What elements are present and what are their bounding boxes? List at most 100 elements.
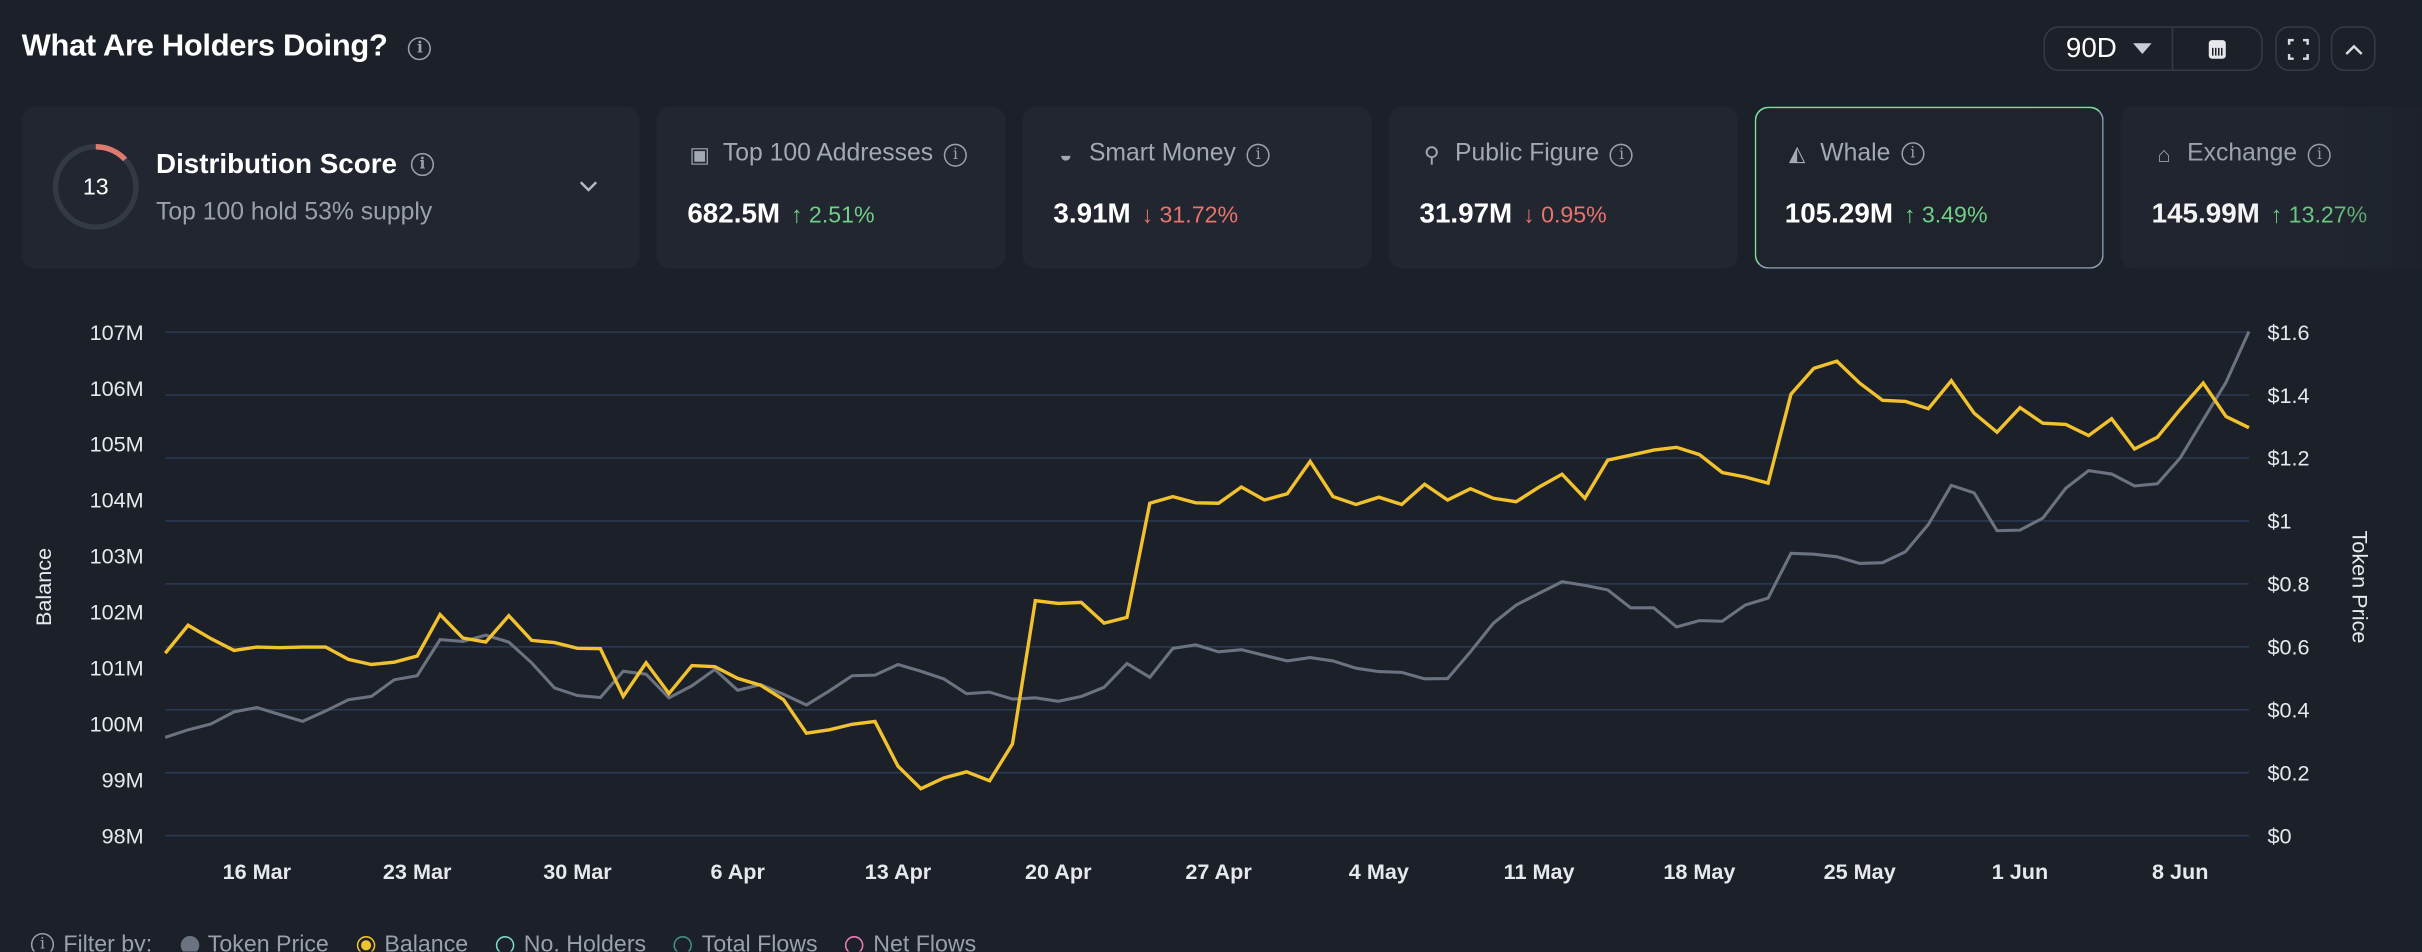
card-label: ⚲ Public Figure i — [1419, 141, 1634, 169]
legend-label: Net Flows — [873, 931, 977, 952]
bank-icon: ⌂ — [2157, 142, 2171, 167]
legend-item-token-price[interactable]: Token Price — [179, 931, 329, 952]
card-label: ⌂ Exchange i — [2152, 140, 2332, 169]
calendar-icon — [2208, 39, 2226, 58]
score-value: 13 — [83, 174, 109, 200]
distribution-score-label: Distribution Score i — [156, 148, 435, 180]
legend-item-net-flows[interactable]: Net Flows — [845, 931, 977, 952]
y-tick-label: 102M — [90, 600, 144, 625]
card-value: 31.97M — [1419, 197, 1513, 229]
range-value: 90D — [2065, 32, 2117, 64]
distribution-subtitle: Top 100 hold 53% supply — [156, 199, 433, 226]
y2-tick-label: $1 — [2267, 509, 2291, 534]
card-label: ▣ Top 100 Addresses i — [687, 141, 968, 169]
card-label-text: Smart Money — [1088, 140, 1236, 167]
card-change: ↑ 2.51% — [791, 202, 875, 228]
legend-dot-icon — [495, 935, 515, 952]
money-icon: ▣ — [689, 141, 710, 167]
x-tick-label: 27 Apr — [1185, 859, 1252, 884]
fullscreen-button[interactable] — [2275, 26, 2320, 72]
card-change: ↑ 3.49% — [1904, 202, 1988, 228]
card-value: 145.99M — [2151, 197, 2260, 229]
calendar-button[interactable] — [2173, 28, 2261, 70]
range-selector[interactable]: 90D — [2043, 26, 2263, 72]
card-change: ↓ 31.72% — [1142, 202, 1239, 228]
y-tick-label: 106M — [90, 376, 144, 401]
card-value: 682.5M — [687, 197, 781, 229]
info-icon[interactable]: i — [1246, 142, 1270, 167]
info-icon[interactable]: i — [408, 37, 432, 61]
public-figure-icon: ⚲ — [1423, 141, 1440, 167]
arrow-down-icon: ↓ — [1523, 202, 1535, 229]
arrow-down-icon: ↓ — [1141, 202, 1154, 229]
card-label: ◒ Smart Money i — [1053, 140, 1270, 169]
metric-card-smart-money[interactable]: ◒ Smart Money i 3.91M ↓ 31.72% — [1022, 106, 1372, 269]
card-value: 3.91M — [1053, 197, 1131, 229]
legend-item-balance[interactable]: Balance — [356, 931, 469, 952]
info-icon[interactable]: i — [30, 932, 55, 952]
arrow-up-icon: ↑ — [2270, 202, 2283, 229]
metric-card-whale[interactable]: ◭ Whale i 105.29M ↑ 3.49% — [1754, 106, 2104, 269]
page-title: What Are Holders Doing? i — [22, 29, 432, 65]
x-tick-label: 8 Jun — [2152, 859, 2208, 884]
x-tick-label: 1 Jun — [1992, 859, 2048, 884]
info-icon[interactable]: i — [943, 142, 968, 167]
y-tick-label: 101M — [90, 656, 144, 681]
card-value-row: 31.97M ↓ 0.95% — [1419, 198, 1606, 230]
card-change: ↓ 0.95% — [1523, 202, 1607, 228]
legend-dot-icon — [179, 935, 199, 952]
y2-tick-label: $1.4 — [2267, 383, 2309, 408]
metric-card-exchange[interactable]: ⌂ Exchange i 145.99M ↑ 13.27% — [2120, 106, 2422, 269]
holders-chart[interactable]: $1.6 $1.4 $1.2 $1 $0.8 $0.6 $0.4 $0.2 $0 107M 106M… — [0, 293, 2422, 911]
info-icon[interactable]: i — [410, 152, 435, 177]
distribution-score-card[interactable]: 13 Distribution Score i Top 100 hold 53%… — [21, 106, 640, 269]
legend-item-total-flows[interactable]: Total Flows — [673, 931, 818, 952]
chevron-down-icon[interactable] — [578, 179, 600, 194]
y2-tick-label: $1.2 — [2267, 446, 2309, 471]
fullscreen-icon — [2287, 38, 2309, 60]
whale-icon: ◭ — [1788, 140, 1806, 166]
x-tick-label: 11 May — [1504, 859, 1575, 884]
x-tick-label: 30 Mar — [543, 859, 612, 884]
y-axis-title: Balance — [31, 548, 56, 626]
x-tick-label: 25 May — [1824, 859, 1896, 884]
info-icon[interactable]: i — [1610, 142, 1634, 167]
card-change-value: 2.51% — [808, 202, 875, 229]
card-value-row: 682.5M ↑ 2.51% — [687, 198, 874, 230]
legend-label: Balance — [384, 931, 469, 952]
info-icon[interactable]: i — [2307, 142, 2332, 167]
x-tick-label: 6 Apr — [710, 859, 765, 884]
distribution-score-ring: 13 — [52, 144, 139, 230]
y-tick-label: 105M — [90, 432, 144, 457]
y2-tick-label: $0.2 — [2267, 760, 2309, 785]
card-label-text: Exchange — [2187, 140, 2298, 167]
series-line-token-price[interactable] — [164, 330, 2251, 739]
scroll-fade — [2330, 106, 2422, 269]
arrow-up-icon: ↑ — [790, 202, 803, 229]
collapse-button[interactable] — [2330, 26, 2376, 72]
info-icon[interactable]: i — [1901, 142, 1925, 166]
filter-by-text: Filter by: — [63, 931, 153, 952]
chevron-up-icon — [2344, 43, 2362, 55]
card-change-value: 0.95% — [1541, 202, 1607, 229]
series-line-balance[interactable] — [163, 359, 2250, 791]
legend-dot-icon — [673, 935, 693, 952]
distribution-label-text: Distribution Score — [156, 148, 397, 180]
legend-label: Total Flows — [701, 931, 818, 952]
card-change-value: 3.49% — [1921, 201, 1988, 228]
legend-item-no-holders[interactable]: No. Holders — [495, 931, 647, 952]
y2-tick-label: $0.4 — [2267, 697, 2309, 722]
title-text: What Are Holders Doing? — [21, 29, 388, 64]
range-dropdown[interactable]: 90D — [2045, 27, 2174, 70]
metric-card-top-100-addresses[interactable]: ▣ Top 100 Addresses i 682.5M ↑ 2.51% — [656, 106, 1006, 269]
x-tick-label: 18 May — [1663, 859, 1735, 884]
y2-tick-label: $0.6 — [2267, 635, 2309, 660]
metric-card-public-figure[interactable]: ⚲ Public Figure i 31.97M ↓ 0.95% — [1388, 106, 1738, 269]
y-tick-label: 100M — [90, 711, 144, 736]
y-tick-label: 107M — [90, 320, 144, 345]
legend-label: No. Holders — [523, 931, 647, 952]
card-label: ◭ Whale i — [1785, 140, 1925, 168]
arrow-up-icon: ↑ — [1903, 201, 1916, 228]
score-arc — [52, 144, 139, 230]
